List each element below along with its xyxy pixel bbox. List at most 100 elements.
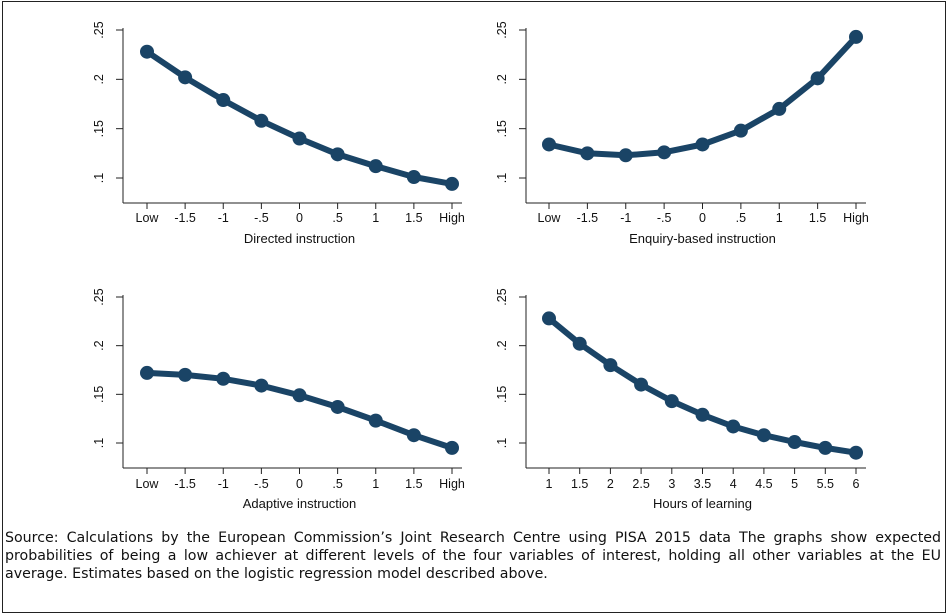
data-point — [695, 137, 710, 152]
y-axis: .1 .15 .2 .25 — [92, 288, 124, 468]
x-axis: Low -1.5 -1 -.5 0 .5 1 1.5 High — [123, 202, 465, 225]
data-point — [726, 419, 741, 434]
y-tick-label: .1 — [92, 438, 106, 448]
x-tick-label: -.5 — [254, 477, 269, 491]
data-point — [216, 93, 231, 108]
x-tick-label: .5 — [332, 211, 342, 225]
data-point — [572, 336, 587, 351]
x-axis: Low -1.5 -1 -.5 0 .5 1 1.5 High — [526, 202, 869, 225]
x-tick-label: Low — [136, 477, 160, 491]
data-point — [818, 440, 833, 455]
x-tick-label: -1 — [218, 477, 229, 491]
x-tick-label: -1 — [218, 211, 229, 225]
y-tick-label: .2 — [495, 74, 509, 84]
chart-panel-1: .1 .15 .2 .25 Low -1.5 -1 -.5 0 .5 1 1.5 High Directe… — [92, 21, 465, 246]
y-tick-label: .15 — [92, 386, 106, 403]
y-tick-label: .2 — [92, 340, 106, 350]
data-point — [772, 101, 787, 116]
x-tick-label: 5.5 — [817, 477, 834, 491]
x-tick-label: -1.5 — [174, 211, 196, 225]
x-tick-label: 1 — [372, 211, 379, 225]
data-point — [695, 407, 710, 422]
x-tick-label: -1.5 — [174, 477, 196, 491]
y-tick-label: .1 — [92, 173, 106, 183]
data-point — [178, 367, 193, 382]
data-point — [292, 388, 307, 403]
x-axis: Low -1.5 -1 -.5 0 .5 1 1.5 High — [123, 467, 465, 491]
x-axis-title: Hours of learning — [653, 496, 752, 511]
data-point — [178, 70, 193, 85]
x-tick-label: 0 — [296, 477, 303, 491]
data-point — [254, 378, 269, 393]
x-tick-label: 1.5 — [405, 211, 422, 225]
data-point — [445, 176, 459, 191]
series-line — [144, 48, 455, 187]
data-point — [445, 440, 459, 455]
y-tick-label: .15 — [495, 386, 509, 403]
x-tick-label: 2 — [607, 477, 614, 491]
x-tick-label: -.5 — [254, 211, 269, 225]
x-tick-label: Low — [136, 211, 160, 225]
data-point — [254, 113, 269, 128]
x-tick-label: 1.5 — [571, 477, 588, 491]
x-tick-label: 1 — [776, 211, 783, 225]
x-tick-label: High — [439, 477, 465, 491]
data-point — [756, 428, 771, 443]
x-tick-label: 1 — [372, 477, 379, 491]
data-point — [733, 123, 748, 138]
series-line — [144, 369, 455, 451]
x-tick-label: 0 — [699, 211, 706, 225]
x-tick-label: 1.5 — [405, 477, 422, 491]
x-tick-label: Low — [538, 211, 562, 225]
x-tick-label: 1 — [546, 477, 553, 491]
y-tick-label: .15 — [92, 120, 106, 137]
x-tick-label: 3.5 — [694, 477, 711, 491]
x-tick-label: 3 — [668, 477, 675, 491]
x-tick-label: .5 — [332, 477, 342, 491]
x-tick-label: -.5 — [657, 211, 672, 225]
y-tick-label: .25 — [495, 288, 509, 305]
data-point — [292, 131, 307, 146]
x-tick-label: 1.5 — [809, 211, 826, 225]
y-axis: .1 .15 .2 .25 — [495, 21, 527, 203]
data-point — [657, 145, 672, 160]
data-point — [542, 137, 556, 152]
x-tick-label: 4 — [730, 477, 737, 491]
data-point — [810, 71, 825, 86]
data-point — [406, 428, 421, 443]
data-point — [406, 170, 421, 185]
x-axis-title: Enquiry-based instruction — [629, 231, 776, 246]
y-tick-label: .15 — [495, 120, 509, 137]
chart-panel-2: .1 .15 .2 .25 Low -1.5 -1 -.5 0 .5 1 1.5 High Enquiry… — [495, 21, 869, 246]
chart-panel-4: .1 .15 .2 .25 1 1.5 2 2.5 3 3.5 4 4.5 5 5.5 6 Hours of … — [495, 288, 866, 511]
data-point — [634, 377, 649, 392]
data-point — [849, 29, 863, 44]
series-line — [546, 315, 859, 456]
data-point — [542, 311, 556, 326]
data-point — [603, 358, 618, 373]
x-tick-label: -1 — [620, 211, 631, 225]
data-point — [140, 365, 154, 380]
x-tick-label: .5 — [736, 211, 746, 225]
data-point — [140, 44, 154, 59]
data-point — [330, 147, 345, 162]
data-point — [216, 371, 231, 386]
data-point — [368, 413, 383, 428]
x-tick-label: 0 — [296, 211, 303, 225]
data-point — [787, 435, 802, 450]
y-tick-label: .2 — [92, 74, 106, 84]
y-axis: .1 .15 .2 .25 — [92, 21, 124, 203]
data-point — [580, 146, 595, 161]
y-tick-label: .1 — [495, 173, 509, 183]
x-tick-label: -1.5 — [577, 211, 599, 225]
x-tick-label: 2.5 — [632, 477, 649, 491]
x-tick-label: 4.5 — [755, 477, 772, 491]
x-tick-label: High — [439, 211, 465, 225]
y-tick-label: .25 — [92, 288, 106, 305]
y-axis: .1 .15 .2 .25 — [495, 288, 527, 468]
x-tick-label: 6 — [853, 477, 860, 491]
data-point — [618, 148, 633, 163]
y-tick-label: .1 — [495, 438, 509, 448]
